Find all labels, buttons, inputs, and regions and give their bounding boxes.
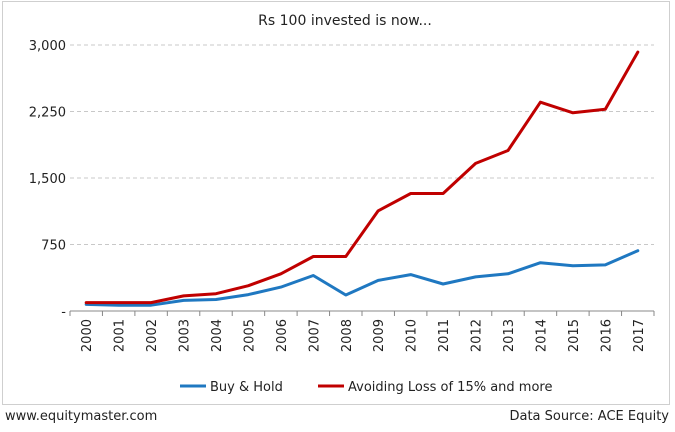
- x-tick-label: 2011: [437, 319, 452, 352]
- series-line-buy-hold: [84, 249, 640, 307]
- footer-data-source: Data Source: ACE Equity: [509, 409, 669, 424]
- legend-label-buy-hold: Buy & Hold: [210, 380, 283, 395]
- legend-label-avoiding-loss: Avoiding Loss of 15% and more: [348, 380, 552, 395]
- series-lines: [84, 50, 640, 307]
- y-tick-label: 750: [41, 239, 66, 254]
- x-tick-label: 2003: [178, 319, 193, 352]
- x-tick-label: 2013: [502, 319, 517, 352]
- series-line-avoiding-loss: [84, 50, 640, 305]
- x-tick-label: 2017: [632, 319, 647, 352]
- x-tick-label: 2016: [599, 319, 614, 352]
- x-tick-label: 2010: [405, 319, 420, 352]
- x-tick-label: 2005: [242, 319, 257, 352]
- line-chart: Rs 100 invested is now... - 750 1,500 2,250…: [29, 13, 655, 395]
- axes: - 750 1,500 2,250 3,000 2000 2001 2002 2003 2004 2…: [29, 39, 655, 352]
- gridlines: [70, 44, 654, 245]
- x-tick-label: 2009: [372, 319, 387, 352]
- x-tick-label: 2008: [340, 319, 355, 352]
- x-tick-label: 2007: [307, 319, 322, 352]
- x-tick-label: 2002: [145, 319, 160, 352]
- legend: Buy & Hold Avoiding Loss of 15% and more: [180, 380, 552, 395]
- chart-frame: [2, 1, 670, 405]
- y-tick-label: -: [61, 305, 66, 320]
- y-tick-label: 3,000: [29, 39, 66, 54]
- x-tick-label: 2012: [470, 319, 485, 352]
- x-tick-label: 2006: [275, 319, 290, 352]
- chart-title: Rs 100 invested is now...: [258, 13, 432, 29]
- y-tick-label: 2,250: [29, 106, 66, 121]
- x-tick-label: 2014: [534, 319, 549, 352]
- footer-website: www.equitymaster.com: [5, 409, 158, 424]
- x-tick-label: 2004: [210, 319, 225, 352]
- x-tick-label: 2001: [113, 319, 128, 352]
- y-tick-label: 1,500: [29, 172, 66, 187]
- x-tick-label: 2015: [567, 319, 582, 352]
- x-tick-label: 2000: [80, 319, 95, 352]
